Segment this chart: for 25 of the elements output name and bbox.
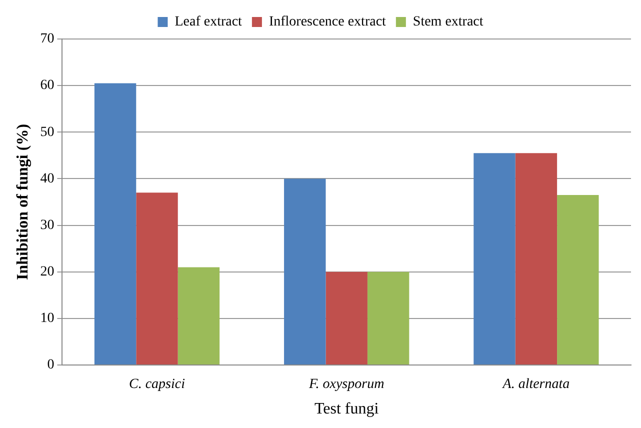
y-tick-label: 70 <box>40 32 54 47</box>
x-tick-label: F. oxysporum <box>308 377 384 392</box>
legend-label: Stem extract <box>412 14 484 30</box>
bar <box>284 178 326 364</box>
legend-label: Leaf extract <box>174 14 242 30</box>
bar <box>178 267 220 364</box>
x-tick-label: A. alternata <box>502 377 570 392</box>
bar <box>474 153 516 364</box>
x-tick-label: C. capsici <box>129 377 186 392</box>
y-tick-label: 40 <box>40 171 54 186</box>
y-tick-label: 30 <box>40 218 54 233</box>
y-tick-label: 0 <box>47 358 54 373</box>
bar <box>515 153 558 364</box>
bar <box>557 195 599 364</box>
bar <box>367 272 410 364</box>
y-tick-label: 10 <box>40 311 54 326</box>
bar <box>326 272 368 364</box>
bar <box>94 83 136 364</box>
bar <box>136 192 178 364</box>
legend-label: Inflorescence extract <box>268 14 386 30</box>
y-tick-label: 60 <box>40 78 54 94</box>
y-axis-title: Inhibition of fungi (%) <box>14 124 32 280</box>
y-tick-label: 50 <box>40 124 54 140</box>
x-axis-title: Test fungi <box>314 400 380 418</box>
y-tick-label: 20 <box>40 264 54 280</box>
